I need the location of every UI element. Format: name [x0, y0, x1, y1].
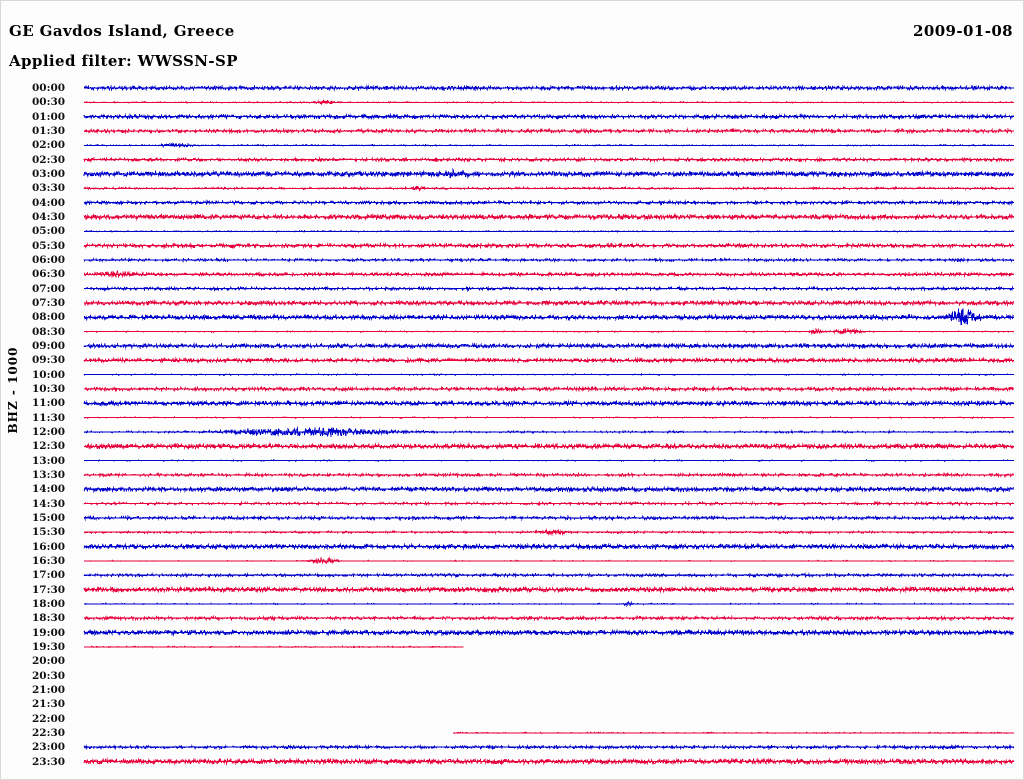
time-label-1130: 11:30 [32, 411, 66, 424]
time-label-1430: 14:30 [32, 497, 66, 510]
trace-0500 [83, 229, 1014, 233]
time-label-0900: 09:00 [32, 339, 66, 352]
time-label-0600: 06:00 [32, 253, 66, 266]
time-label-1230: 12:30 [32, 440, 66, 453]
trace-0400 [83, 199, 1014, 206]
time-label-1600: 16:00 [32, 540, 66, 553]
trace-1200 [83, 426, 1014, 438]
trace-2300 [83, 744, 1014, 751]
trace-0600 [83, 256, 1014, 263]
trace-1100 [83, 399, 1014, 408]
trace-1900 [83, 628, 1014, 637]
time-label-1100: 11:00 [32, 397, 66, 410]
trace-1230 [83, 442, 1014, 451]
trace-1500 [83, 514, 1014, 522]
trace-1730 [83, 585, 1014, 594]
time-label-1000: 10:00 [32, 368, 66, 381]
trace-canvas [1, 79, 1024, 779]
trace-2330 [83, 757, 1014, 766]
time-label-0530: 05:30 [32, 239, 66, 252]
time-label-2300: 23:00 [32, 741, 66, 754]
trace-0000 [83, 84, 1014, 92]
trace-1800 [83, 600, 1014, 608]
trace-0030 [83, 99, 1014, 106]
time-label-2130: 21:30 [32, 698, 66, 711]
time-label-0030: 00:30 [32, 96, 66, 109]
time-label-0100: 01:00 [32, 110, 66, 123]
trace-0230 [83, 156, 1014, 163]
trace-0200 [83, 142, 1014, 149]
time-label-0300: 03:00 [32, 167, 66, 180]
trace-0300 [83, 167, 1014, 179]
trace-1300 [83, 458, 1014, 463]
time-label-1530: 15:30 [32, 526, 66, 539]
time-label-0830: 08:30 [32, 325, 66, 338]
time-label-1630: 16:30 [32, 554, 66, 567]
date-label: 2009-01-08 [913, 22, 1013, 40]
trace-1400 [83, 485, 1014, 494]
trace-1330 [83, 471, 1014, 479]
time-label-0200: 02:00 [32, 139, 66, 152]
trace-1930 [83, 644, 464, 649]
time-label-1300: 13:00 [32, 454, 66, 467]
time-label-2200: 22:00 [32, 712, 66, 725]
station-title: GE Gavdos Island, Greece [9, 22, 235, 40]
trace-1430 [83, 500, 1014, 507]
trace-0330 [83, 185, 1014, 192]
trace-1600 [83, 542, 1014, 551]
applied-filter-label: Applied filter: WWSSN-SP [9, 52, 238, 70]
time-label-0930: 09:30 [32, 354, 66, 367]
time-label-1930: 19:30 [32, 640, 66, 653]
time-label-2230: 22:30 [32, 726, 66, 739]
time-label-0230: 02:30 [32, 153, 66, 166]
time-label-1030: 10:30 [32, 382, 66, 395]
trace-0930 [83, 356, 1014, 365]
time-label-1500: 15:00 [32, 511, 66, 524]
time-label-1200: 12:00 [32, 425, 66, 438]
time-label-2330: 23:30 [32, 755, 66, 768]
trace-0700 [83, 285, 1014, 292]
time-label-1330: 13:30 [32, 468, 66, 481]
trace-0630 [83, 269, 1014, 279]
time-label-0430: 04:30 [32, 210, 66, 223]
time-label-1830: 18:30 [32, 612, 66, 625]
time-label-2030: 20:30 [32, 669, 66, 682]
trace-1130 [83, 416, 1014, 420]
time-label-0700: 07:00 [32, 282, 66, 295]
trace-1000 [83, 372, 1014, 377]
seismogram-plot: 00:00 00:30 01:00 01:30 02:00 02:30 03:00 03:30… [1, 79, 1024, 779]
time-label-1730: 17:30 [32, 583, 66, 596]
trace-1530 [83, 528, 1014, 537]
seismogram-traces [83, 84, 1014, 766]
trace-1030 [83, 385, 1014, 393]
trace-0900 [83, 342, 1014, 350]
trace-1630 [83, 556, 1014, 565]
trace-1830 [83, 614, 1014, 622]
trace-0830 [83, 327, 1014, 335]
trace-0100 [83, 112, 1014, 121]
trace-0130 [83, 127, 1014, 135]
trace-1700 [83, 572, 1014, 579]
time-label-0730: 07:30 [32, 296, 66, 309]
trace-2230 [453, 731, 1014, 735]
time-label-2000: 20:00 [32, 655, 66, 668]
time-label-1900: 19:00 [32, 626, 66, 639]
time-label-1800: 18:00 [32, 597, 66, 610]
trace-0430 [83, 212, 1014, 221]
time-label-0000: 00:00 [32, 82, 66, 94]
time-label-0630: 06:30 [32, 268, 66, 281]
time-label-0400: 04:00 [32, 196, 66, 209]
trace-0730 [83, 299, 1014, 307]
time-label-1400: 14:00 [32, 483, 66, 496]
time-label-1700: 17:00 [32, 569, 66, 582]
time-label-0130: 01:30 [32, 124, 66, 137]
trace-0530 [83, 242, 1014, 250]
time-label-0500: 05:00 [32, 225, 66, 238]
time-label-0330: 03:30 [32, 182, 66, 195]
time-label-0800: 08:00 [32, 311, 66, 324]
trace-0800 [83, 308, 1014, 326]
time-label-2100: 21:00 [32, 683, 66, 696]
